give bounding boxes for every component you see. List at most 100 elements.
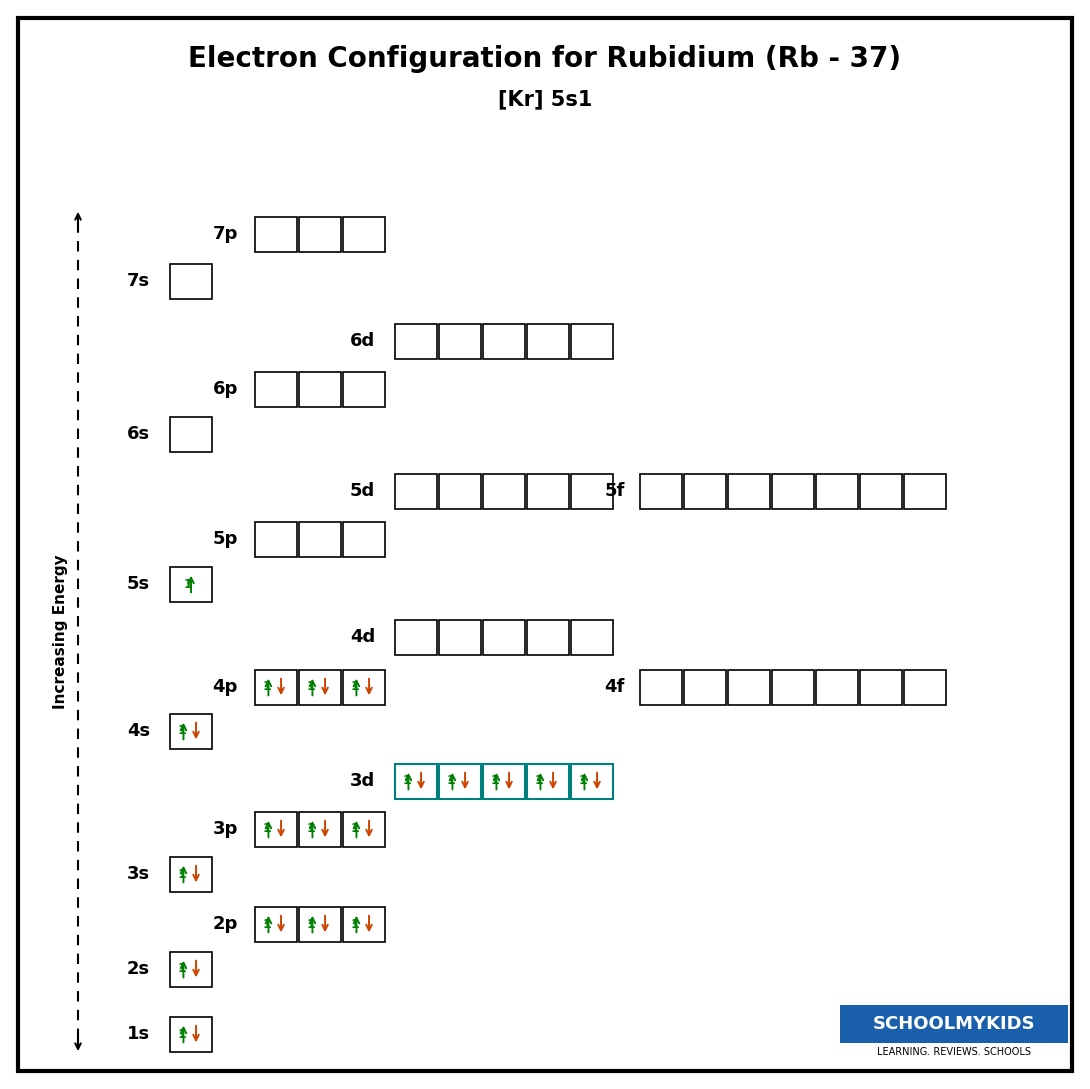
Bar (170, 566, 211, 601)
Text: 5s: 5s (126, 575, 150, 594)
Text: 1: 1 (263, 918, 271, 930)
Bar (728, 474, 770, 509)
Text: SCHOOLMYKIDS: SCHOOLMYKIDS (873, 1015, 1036, 1033)
Text: 1: 1 (178, 963, 186, 976)
Bar (483, 323, 525, 358)
Text: 3d: 3d (350, 772, 375, 790)
Bar (840, 1005, 1068, 1043)
Bar (685, 474, 726, 509)
Text: 7p: 7p (213, 225, 238, 243)
Text: 5p: 5p (213, 530, 238, 548)
Text: 1: 1 (306, 681, 315, 694)
Bar (170, 416, 211, 452)
Text: 6d: 6d (350, 332, 375, 350)
Bar (170, 713, 211, 748)
Bar (860, 474, 903, 509)
Bar (170, 264, 211, 298)
Text: 6p: 6p (213, 380, 238, 397)
Bar (343, 811, 385, 846)
Bar (571, 323, 613, 358)
Text: 5f: 5f (605, 482, 625, 500)
Bar (299, 670, 341, 705)
Text: 3s: 3s (126, 865, 150, 883)
Bar (571, 620, 613, 654)
Text: 1: 1 (263, 822, 271, 835)
Bar (483, 620, 525, 654)
Bar (816, 670, 858, 705)
Bar (395, 474, 437, 509)
Bar (439, 323, 481, 358)
Bar (343, 906, 385, 942)
Bar (526, 323, 569, 358)
Bar (299, 371, 341, 406)
Text: 3p: 3p (213, 820, 238, 839)
Text: 1: 1 (447, 774, 456, 787)
Bar (255, 906, 296, 942)
Bar (439, 763, 481, 798)
Bar (483, 763, 525, 798)
Text: 2p: 2p (213, 915, 238, 933)
Text: 1: 1 (306, 918, 315, 930)
Bar (526, 620, 569, 654)
Bar (255, 522, 296, 556)
Bar (299, 811, 341, 846)
Bar (255, 371, 296, 406)
Bar (170, 952, 211, 987)
Bar (255, 670, 296, 705)
Text: Increasing Energy: Increasing Energy (52, 554, 68, 709)
Text: 1: 1 (534, 774, 543, 787)
Bar (526, 763, 569, 798)
Text: 1: 1 (178, 724, 186, 737)
Bar (395, 620, 437, 654)
Bar (640, 474, 682, 509)
Text: [Kr] 5s1: [Kr] 5s1 (498, 89, 592, 109)
Bar (860, 670, 903, 705)
Bar (772, 670, 814, 705)
Bar (395, 763, 437, 798)
Bar (439, 474, 481, 509)
Bar (483, 474, 525, 509)
Text: 1: 1 (263, 681, 271, 694)
Text: 4f: 4f (605, 678, 625, 696)
Text: 1: 1 (183, 577, 192, 590)
Text: 7s: 7s (126, 272, 150, 290)
Text: 1: 1 (350, 918, 359, 930)
Text: 2s: 2s (126, 960, 150, 978)
Bar (571, 763, 613, 798)
Text: Electron Configuration for Rubidium (Rb - 37): Electron Configuration for Rubidium (Rb … (189, 45, 901, 73)
Bar (640, 670, 682, 705)
Bar (571, 474, 613, 509)
Bar (395, 323, 437, 358)
Text: 1: 1 (579, 774, 588, 787)
Bar (685, 670, 726, 705)
Text: 4p: 4p (213, 678, 238, 696)
Text: 4d: 4d (350, 628, 375, 646)
Bar (255, 217, 296, 252)
Bar (343, 670, 385, 705)
Text: 1: 1 (490, 774, 499, 787)
Bar (299, 217, 341, 252)
Bar (170, 1016, 211, 1052)
Bar (728, 670, 770, 705)
Text: 1: 1 (178, 1028, 186, 1040)
Bar (343, 217, 385, 252)
Text: 1: 1 (402, 774, 411, 787)
Bar (170, 857, 211, 892)
Text: 4s: 4s (126, 722, 150, 741)
Bar (772, 474, 814, 509)
Bar (904, 474, 946, 509)
Text: 1s: 1s (126, 1025, 150, 1043)
Bar (439, 620, 481, 654)
Bar (255, 811, 296, 846)
Bar (526, 474, 569, 509)
Text: 5d: 5d (350, 482, 375, 500)
Text: 1: 1 (350, 681, 359, 694)
Bar (343, 522, 385, 556)
Bar (299, 906, 341, 942)
Bar (904, 670, 946, 705)
Bar (343, 371, 385, 406)
Text: 6s: 6s (126, 425, 150, 443)
Bar (299, 522, 341, 556)
Text: 1: 1 (306, 822, 315, 835)
Text: 1: 1 (178, 868, 186, 881)
